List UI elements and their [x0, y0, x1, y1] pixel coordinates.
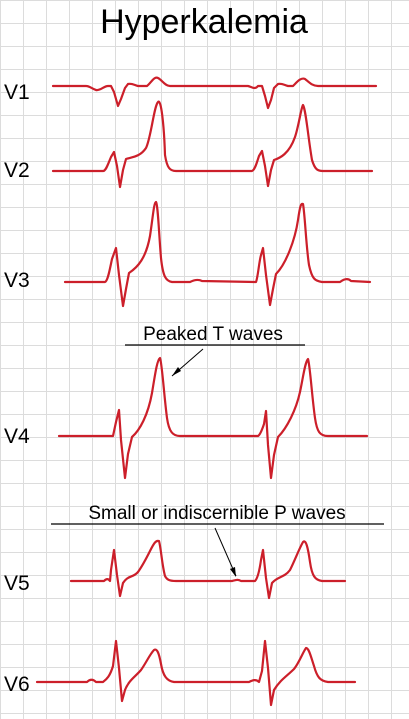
ecg-trace-v4 [57, 356, 369, 480]
ecg-trace-v2 [51, 100, 374, 189]
ecg-trace-v5 [69, 539, 347, 600]
diagram-title: Hyperkalemia [100, 3, 308, 41]
lead-label-v5: V5 [4, 572, 30, 595]
lead-label-v3: V3 [4, 269, 30, 292]
annotation-peaked-t-arrowhead [172, 367, 181, 376]
annotation-small-p-arrowhead [230, 567, 236, 577]
ecg-traces [35, 76, 378, 707]
annotation-small-p-waves: Small or indiscernible P waves [88, 503, 345, 524]
lead-label-v1: V1 [4, 81, 30, 104]
ecg-trace-v6 [35, 639, 357, 707]
ecg-trace-v3 [63, 200, 372, 308]
lead-label-v4: V4 [4, 425, 30, 448]
ecg-trace-v1 [51, 76, 378, 110]
lead-label-v2: V2 [4, 159, 30, 182]
annotation-peaked-t-waves: Peaked T waves [143, 324, 283, 345]
lead-label-v6: V6 [4, 673, 30, 696]
